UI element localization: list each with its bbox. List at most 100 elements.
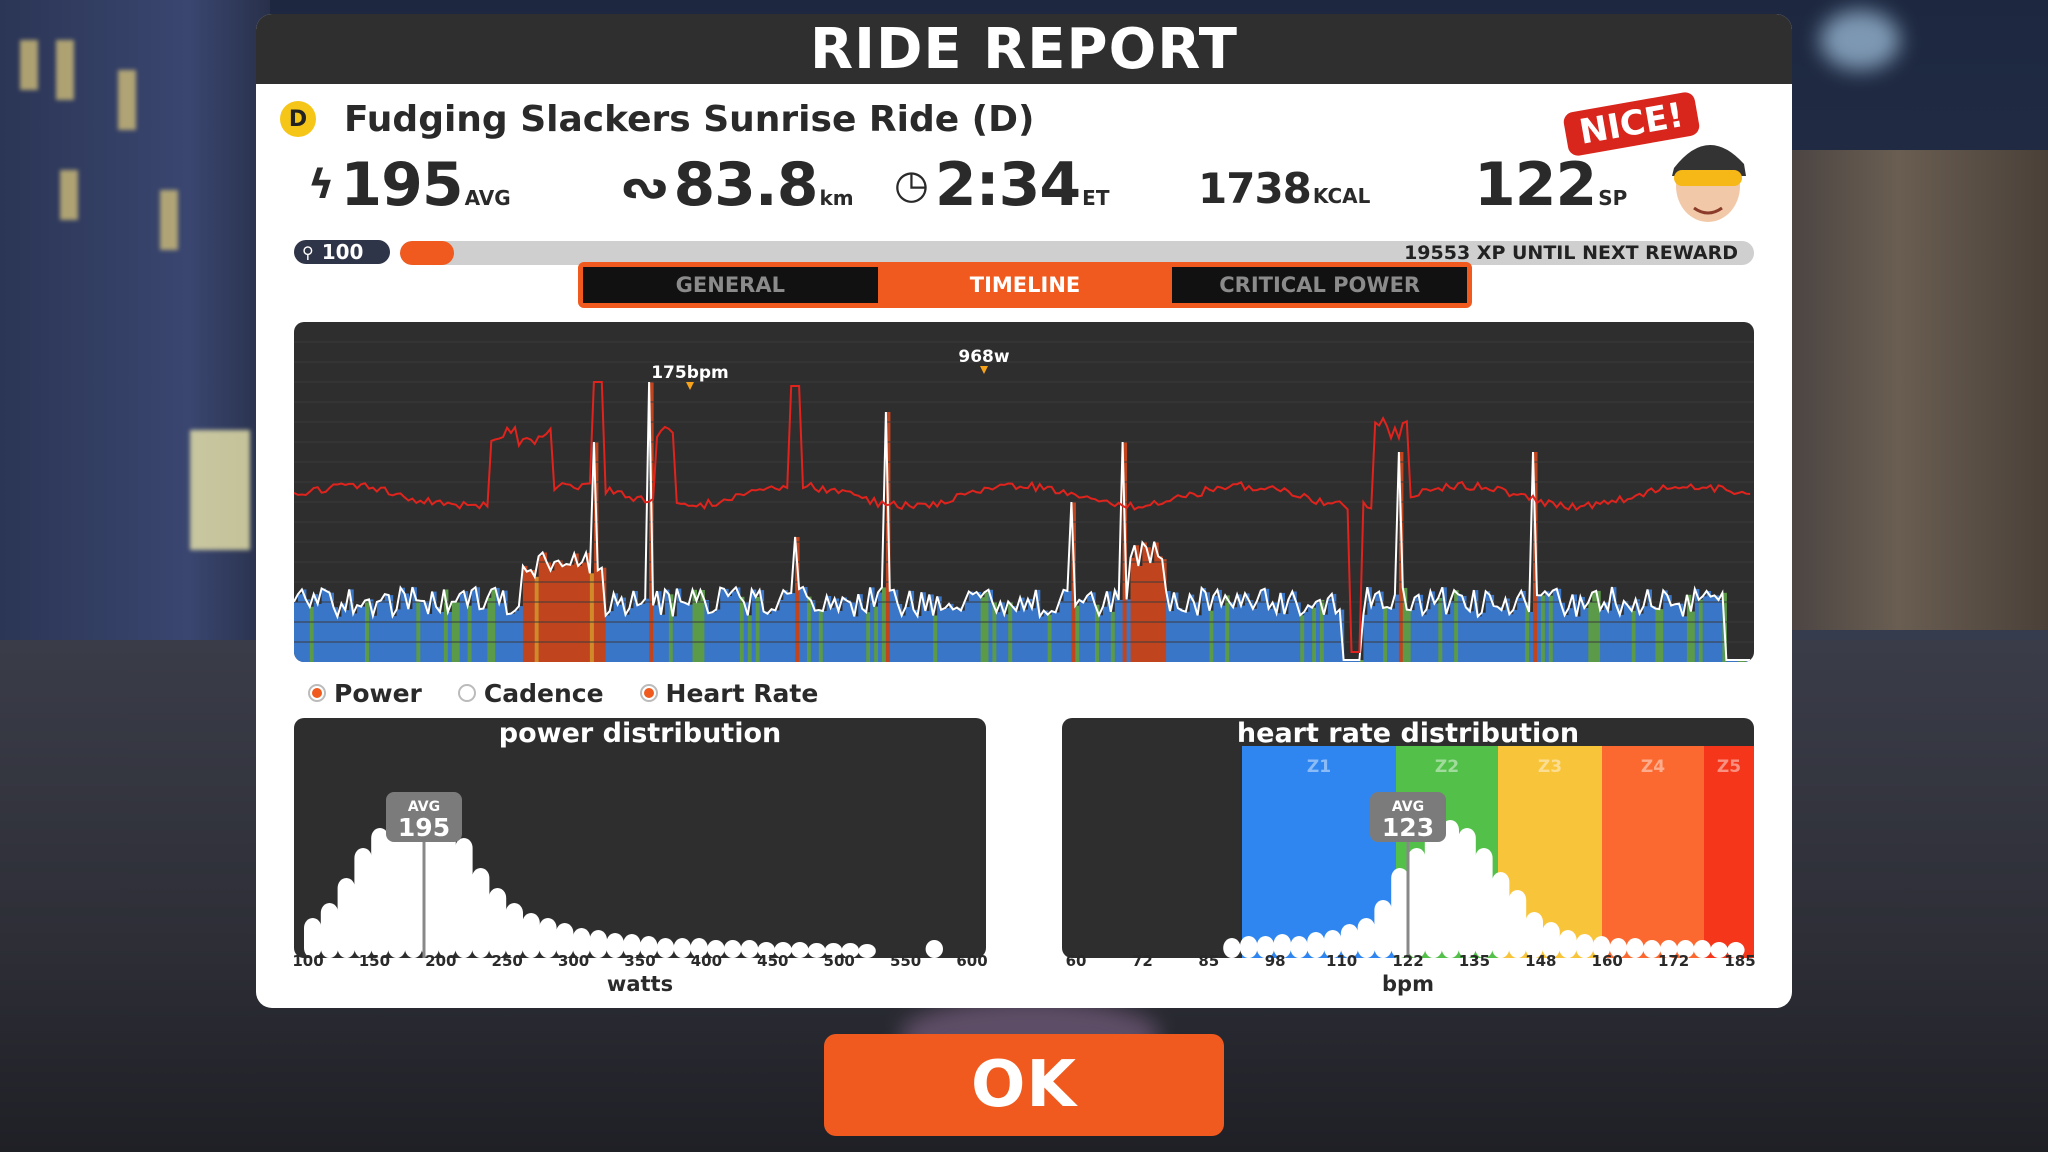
distribution-bar <box>1408 848 1426 958</box>
distribution-bar <box>1424 830 1443 958</box>
distribution-bar <box>1307 932 1325 958</box>
distribution-bar <box>320 903 339 958</box>
distribution-bar <box>438 808 456 958</box>
distribution-bar <box>488 888 507 958</box>
axis-tick-label: 172 <box>1657 952 1690 970</box>
tab-critical-power[interactable]: CRITICAL POWER <box>1172 267 1468 303</box>
legend-heart-rate-label: Heart Rate <box>665 678 819 708</box>
distribution-bar <box>1340 924 1359 958</box>
distribution-bar <box>1592 936 1611 958</box>
distribution-bar <box>371 828 389 958</box>
distribution-bar <box>1240 936 1258 958</box>
distribution-bar <box>757 942 775 958</box>
hr-zone-label: Z3 <box>1538 757 1562 777</box>
distribution-bar <box>455 838 473 958</box>
page-title: RIDE REPORT <box>809 16 1239 82</box>
sport-points-unit: SP <box>1598 186 1628 210</box>
rider-avatar-icon <box>1672 144 1746 222</box>
stats-row: ϟ 195 AVG ᔓ 83.8 km ◷ 2:34 ET 1738 KCAL … <box>256 150 1792 230</box>
axis-tick-label: 150 <box>358 952 391 970</box>
legend-cadence[interactable]: Cadence <box>457 678 604 708</box>
distribution-bar <box>1576 934 1594 958</box>
axis-tick-label: 60 <box>1065 952 1087 970</box>
xp-remaining-text: 19553 XP UNTIL NEXT REWARD <box>1404 242 1738 264</box>
timeline-chart: 175bpm 968w <box>294 322 1754 662</box>
axis-tick-label: 550 <box>889 952 922 970</box>
radio-icon <box>308 684 326 702</box>
time-stat: ◷ 2:34 ET <box>894 150 1109 220</box>
distribution-bar <box>1391 868 1409 958</box>
distribution-bar <box>1324 930 1342 958</box>
distance-unit: km <box>819 186 854 210</box>
distribution-bar <box>1676 940 1695 958</box>
hr-zone-label: Z4 <box>1641 757 1665 777</box>
hr-zone-5 <box>1704 746 1754 958</box>
calories-unit: KCAL <box>1312 184 1371 208</box>
axis-tick-label: 350 <box>624 952 656 970</box>
distribution-bar <box>539 918 557 958</box>
level-value: 100 <box>321 240 364 264</box>
clock-icon: ◷ <box>894 162 929 208</box>
ok-button[interactable]: OK <box>824 1034 1224 1136</box>
distribution-bar <box>1357 918 1375 958</box>
distribution-bar <box>1542 922 1560 958</box>
axis-tick-label: 400 <box>690 952 723 970</box>
bike-icon: ⚲ <box>302 242 314 262</box>
hr-zone-label: Z1 <box>1307 757 1331 777</box>
hr-axis-name: bpm <box>1382 972 1434 996</box>
lightning-icon: ϟ <box>308 162 335 208</box>
svg-text:123: 123 <box>1382 813 1434 842</box>
distribution-bar <box>824 943 843 958</box>
level-progress: ⚲ 100 19553 XP UNTIL NEXT REWARD <box>294 240 1754 265</box>
distribution-bar <box>1508 890 1527 958</box>
legend-heart-rate[interactable]: Heart Rate <box>639 678 819 708</box>
legend-power[interactable]: Power <box>308 679 422 708</box>
distribution-bar <box>673 938 691 958</box>
distribution-bar <box>572 928 591 958</box>
legend-cadence-label: Cadence <box>483 678 604 708</box>
distribution-bar <box>707 940 725 958</box>
distance-value: 83.8 <box>673 150 818 220</box>
distribution-bar <box>1660 940 1678 958</box>
hr-distribution-ticks: 60 72 85 98 110 122 135 148 160 172 185 <box>1062 952 1756 972</box>
time-value: 2:34 <box>934 150 1081 220</box>
axis-tick-label: 200 <box>425 952 457 970</box>
distribution-bar <box>354 848 372 958</box>
heart-rate-distribution-chart: heart rate distribution Z1 Z2 Z3 Z4 Z5 AVG 123… <box>1062 704 1756 1004</box>
power-distribution-title: power distribution <box>498 718 782 749</box>
distribution-bar <box>1273 934 1291 958</box>
distribution-bar <box>623 934 641 958</box>
axis-tick-label: 72 <box>1131 952 1153 970</box>
distribution-bar <box>606 933 624 958</box>
distribution-bar <box>1223 938 1241 958</box>
power-line <box>294 381 1751 661</box>
distribution-bar <box>925 940 943 958</box>
power-axis-name: watts <box>606 972 674 996</box>
distribution-bar <box>505 903 523 958</box>
tab-general[interactable]: GENERAL <box>583 267 878 303</box>
svg-text:AVG: AVG <box>408 799 440 815</box>
route-icon: ᔓ <box>622 162 668 208</box>
distribution-bar <box>388 808 406 958</box>
axis-tick-label: 148 <box>1525 952 1557 970</box>
hr-zone-4 <box>1602 746 1704 958</box>
distribution-bar <box>690 938 708 958</box>
time-unit: ET <box>1082 186 1110 210</box>
sport-points-stat: 122 SP <box>1474 150 1627 220</box>
tab-timeline[interactable]: TIMELINE <box>877 267 1173 303</box>
hr-zone-label: Z5 <box>1717 757 1741 777</box>
axis-tick-label: 450 <box>757 952 789 970</box>
avg-power-stat: ϟ 195 AVG <box>308 150 511 220</box>
report-tabs: GENERAL TIMELINE CRITICAL POWER <box>578 262 1472 308</box>
avg-power-unit: AVG <box>464 186 511 210</box>
radio-icon <box>457 684 476 702</box>
axis-tick-label: 98 <box>1264 952 1286 970</box>
distribution-bar <box>1374 900 1392 958</box>
distribution-bar <box>1559 930 1577 958</box>
distribution-bar <box>1727 942 1745 958</box>
distribution-bar <box>1441 820 1459 958</box>
axis-tick-label: 85 <box>1198 952 1220 970</box>
distribution-bar <box>656 938 675 958</box>
axis-tick-label: 500 <box>823 952 855 970</box>
